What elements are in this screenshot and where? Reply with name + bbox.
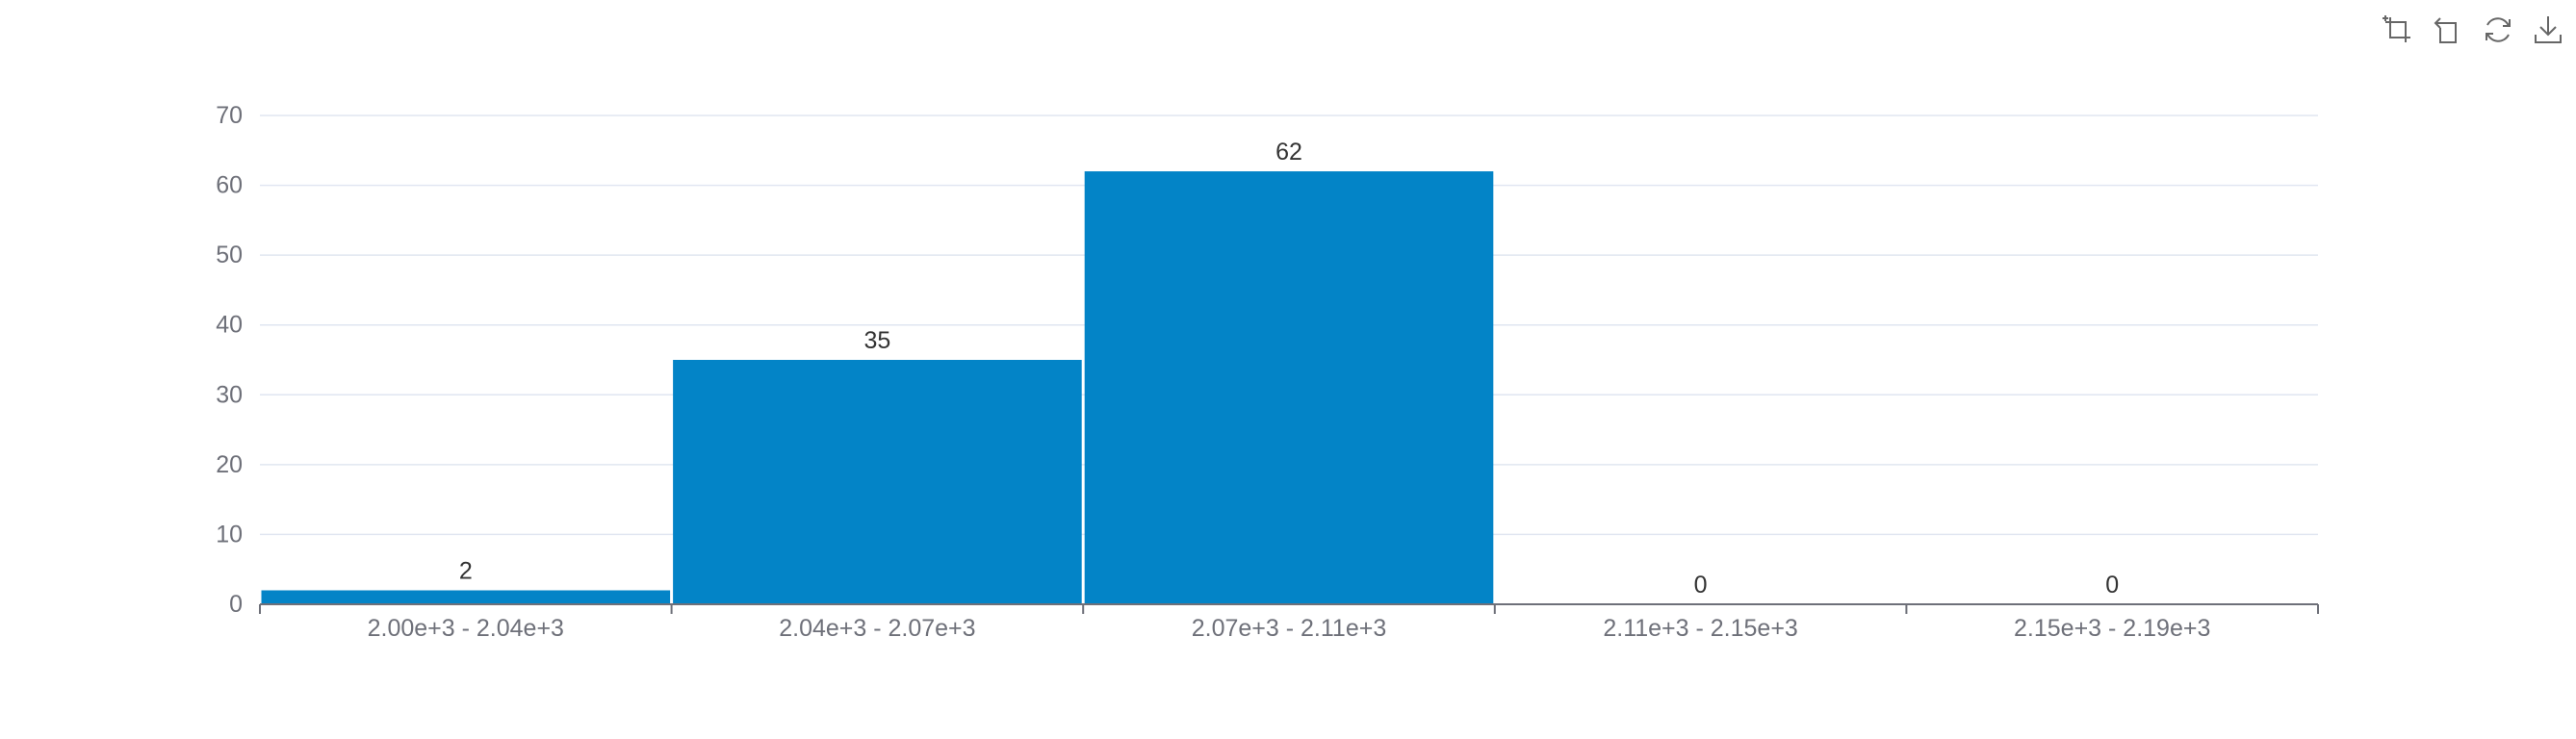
bar-data-label: 2 (459, 557, 473, 584)
x-tick-label: 2.00e+3 - 2.04e+3 (368, 615, 564, 642)
bar[interactable] (261, 590, 671, 604)
y-axis-tick-labels: 0 10 20 30 40 50 60 70 (216, 102, 243, 618)
x-tick-label: 2.07e+3 - 2.11e+3 (1192, 615, 1387, 642)
save-as-image-button[interactable] (2530, 12, 2566, 48)
bar[interactable] (673, 360, 1082, 604)
zoom-reset-icon (2434, 17, 2457, 43)
zoom-icon (2383, 15, 2410, 42)
save-as-image-icon (2535, 16, 2562, 43)
y-tick-label: 50 (216, 242, 243, 268)
y-tick-label: 70 (216, 102, 243, 129)
y-tick-label: 60 (216, 172, 243, 199)
chart-toolbox (2380, 12, 2576, 48)
y-tick-label: 10 (216, 521, 243, 548)
bar-data-label: 35 (863, 327, 890, 354)
data-labels: 2 35 62 0 0 (459, 139, 2119, 599)
zoom-button[interactable] (2380, 12, 2416, 48)
x-axis (259, 603, 2319, 614)
y-tick-label: 20 (216, 451, 243, 478)
x-axis-tick-labels: 2.00e+3 - 2.04e+3 2.04e+3 - 2.07e+3 2.07e+… (368, 615, 2211, 642)
bar-data-label: 0 (1694, 572, 1708, 599)
restore-icon (2486, 17, 2511, 42)
y-tick-label: 0 (229, 591, 243, 618)
bar-data-label: 0 (2105, 572, 2119, 599)
x-tick-label: 2.04e+3 - 2.07e+3 (779, 615, 975, 642)
bars (261, 171, 1494, 605)
x-tick-label: 2.11e+3 - 2.15e+3 (1603, 615, 1798, 642)
bar-data-label: 62 (1275, 139, 1302, 166)
restore-button[interactable] (2480, 12, 2516, 48)
zoom-reset-button[interactable] (2430, 12, 2466, 48)
y-tick-label: 30 (216, 381, 243, 408)
bar[interactable] (1084, 171, 1494, 605)
y-tick-label: 40 (216, 312, 243, 339)
x-tick-label: 2.15e+3 - 2.19e+3 (2014, 615, 2210, 642)
